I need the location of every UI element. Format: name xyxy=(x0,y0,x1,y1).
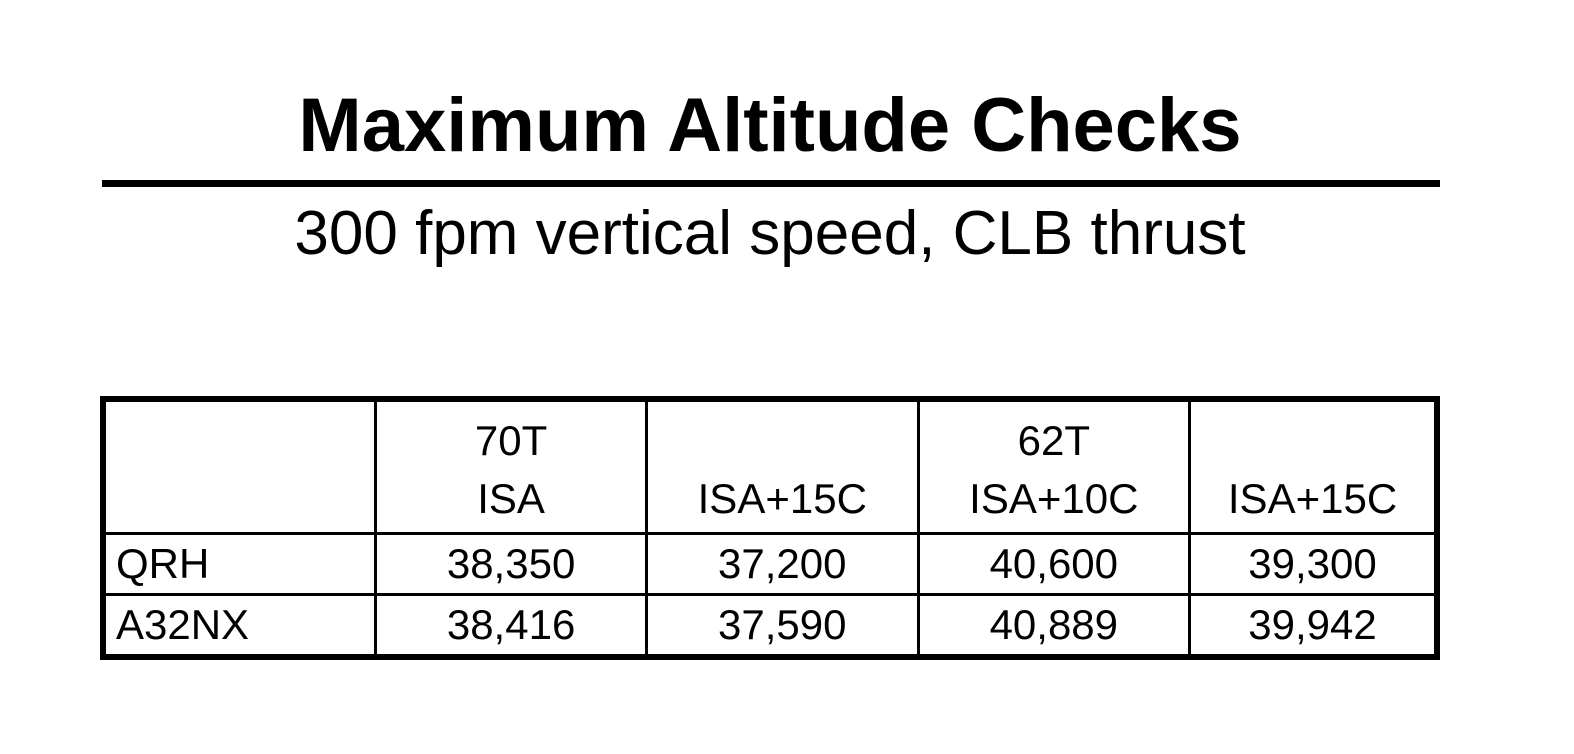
table-cell: 39,942 xyxy=(1188,593,1439,659)
header-cell-70t-isa15: ISA+15C xyxy=(645,397,920,535)
table-cell: 37,590 xyxy=(645,593,920,659)
title-divider xyxy=(102,180,1440,187)
header-cell-62t-isa15: ISA+15C xyxy=(1188,397,1439,535)
table-cell: 39,300 xyxy=(1188,532,1439,596)
table-header-row: 70T ISA ISA+15C 62T ISA+10C ISA+15C xyxy=(101,397,1439,535)
header-corner-cell xyxy=(101,397,378,535)
header-cell-62t-isa10: 62T ISA+10C xyxy=(916,397,1192,535)
row-label: A32NX xyxy=(101,593,378,659)
altitude-table: 70T ISA ISA+15C 62T ISA+10C ISA+15C QRH … xyxy=(100,396,1440,660)
page-subtitle: 300 fpm vertical speed, CLB thrust xyxy=(294,199,1246,268)
header-condition-label: ISA+15C xyxy=(1227,475,1398,522)
header-condition-label: ISA xyxy=(477,475,545,522)
table-row-qrh: QRH 38,350 37,200 40,600 39,300 xyxy=(101,532,1439,596)
header-condition-label: ISA+15C xyxy=(697,475,867,522)
table-row-a32nx: A32NX 38,416 37,590 40,889 39,942 xyxy=(101,593,1439,659)
table-cell: 38,350 xyxy=(374,532,649,596)
table-cell: 38,416 xyxy=(374,593,649,659)
table-cell: 40,889 xyxy=(916,593,1192,659)
header-condition-label: ISA+10C xyxy=(969,475,1139,522)
header-group-label: 62T xyxy=(1017,417,1090,464)
header-cell-70t-isa: 70T ISA xyxy=(374,397,649,535)
table-cell: 40,600 xyxy=(916,532,1192,596)
page-title: Maximum Altitude Checks xyxy=(298,83,1242,168)
header-group-label: 70T xyxy=(474,417,548,464)
row-label: QRH xyxy=(101,532,378,596)
table-cell: 37,200 xyxy=(645,532,920,596)
